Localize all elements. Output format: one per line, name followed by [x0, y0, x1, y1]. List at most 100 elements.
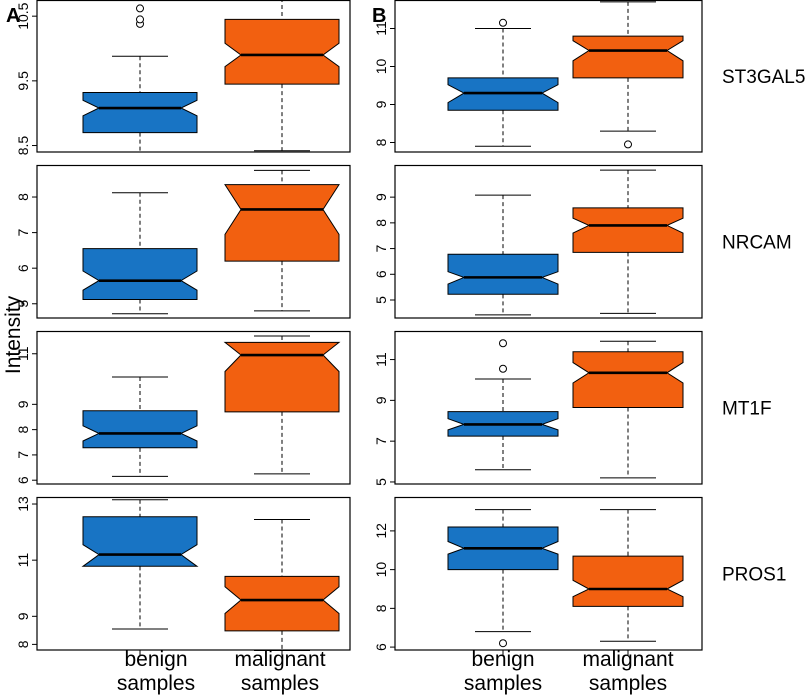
y-axis-title: Intensity: [2, 295, 25, 374]
y-tick-label: 9: [373, 193, 389, 201]
box-malignant: [224, 169, 340, 312]
y-tick-label: 7: [373, 244, 389, 252]
box-malignant: [223, 335, 341, 475]
outlier-point: [499, 339, 507, 348]
plot-frame: [394, 0, 703, 153]
box-malignant: [572, 169, 684, 314]
outlier-point: [136, 4, 144, 13]
notched-box: [224, 18, 340, 85]
y-tick-label: 8: [15, 426, 31, 434]
box-benign: [447, 194, 559, 316]
y-tick-label: 7: [373, 437, 389, 445]
notched-box: [572, 207, 684, 253]
x-label-a-malignant-line1: malignant: [234, 648, 325, 671]
y-tick-label: 9: [373, 100, 389, 108]
x-label-b-benign-line2: samples: [464, 672, 542, 695]
notched-box: [447, 253, 559, 295]
outlier-point: [499, 639, 507, 648]
y-tick-label: 11: [15, 553, 31, 568]
y-tick-label: 9: [373, 396, 389, 404]
notched-box: [82, 410, 198, 449]
outlier-point: [136, 15, 144, 24]
boxplot-panel-b-st3gal5: 8 9 10 11 ST3GAL5: [373, 0, 805, 153]
panel-label-a: A: [6, 5, 20, 27]
box-benign: [447, 509, 559, 648]
y-tick-label: 7: [15, 451, 31, 459]
box-malignant: [224, 518, 340, 652]
notched-box: [572, 35, 684, 79]
y-tick-label: 8.5: [15, 136, 31, 156]
y-tick-label: 8: [15, 193, 31, 201]
box-malignant: [572, 340, 684, 479]
y-tick-label: 5: [15, 300, 31, 308]
y-tick-label: 8: [373, 604, 389, 612]
boxplot-panel-a-mt1f: 6 7 8 9 11: [15, 330, 351, 485]
box-benign: [447, 339, 559, 471]
y-tick-label: 10.5: [15, 2, 31, 29]
box-malignant: [572, 509, 684, 642]
box-malignant: [224, 0, 340, 152]
y-tick-label: 6: [15, 476, 31, 484]
notched-box: [572, 351, 684, 408]
plot-frame: [36, 330, 351, 485]
y-tick-label: 5: [373, 296, 389, 304]
notched-box: [224, 575, 340, 632]
boxplot-panel-b-mt1f: 5 7 9 11 MT1F: [373, 330, 772, 486]
box-benign: [81, 499, 199, 630]
y-tick-label: 5: [373, 478, 389, 486]
box-benign: [447, 18, 559, 147]
outlier-point: [499, 364, 507, 373]
y-tick-label: 8: [373, 138, 389, 146]
gene-label: MT1F: [722, 399, 772, 420]
notched-box: [223, 341, 341, 413]
boxplot-panel-a-pros1: 8 9 11 13: [15, 496, 351, 656]
box-malignant: [572, 1, 684, 149]
gene-label: ST3GAL5: [722, 67, 805, 88]
y-tick-label: 9: [15, 612, 31, 620]
y-tick-label: 9: [15, 400, 31, 408]
outlier-point: [499, 18, 507, 27]
x-label-b-malignant-line1: malignant: [582, 648, 673, 671]
x-label-a-malignant-line2: samples: [241, 672, 319, 695]
y-tick-label: 10: [373, 59, 389, 75]
y-tick-label: 11: [15, 346, 31, 361]
plot-frame: [394, 496, 703, 651]
notched-box: [572, 555, 684, 607]
plot-frame: [36, 164, 351, 319]
x-label-b-benign-line1: benign: [471, 648, 534, 671]
y-tick-label: 10: [373, 562, 389, 578]
y-tick-label: 7: [15, 229, 31, 237]
box-benign: [82, 192, 198, 315]
boxplot-panel-b-pros1: 6 8 10 12 PROS1: [373, 496, 786, 656]
y-tick-label: 9.5: [15, 71, 31, 91]
gene-label: NRCAM: [722, 233, 792, 254]
plot-panels: 8.5 9.5 10.5 5 6 7 8 6 7 8 9 11 8 9 11 13 8 9 10 11 ST3GAL5 5…: [15, 0, 805, 656]
y-tick-label: 6: [15, 264, 31, 272]
notched-box: [82, 92, 198, 134]
plot-frame: [36, 496, 351, 651]
notched-box: [82, 248, 198, 300]
y-tick-label: 6: [373, 270, 389, 278]
x-label-a-benign-line1: benign: [124, 648, 187, 671]
box-benign: [82, 4, 198, 153]
boxplot-panel-b-nrcam: 5 6 7 8 9 NRCAM: [373, 164, 792, 319]
boxplot-panel-a-st3gal5: 8.5 9.5 10.5: [15, 0, 351, 156]
y-tick-label: 12: [373, 523, 389, 539]
y-tick-label: 6: [373, 643, 389, 651]
outlier-point: [624, 140, 632, 149]
y-tick-label: 8: [373, 219, 389, 227]
gene-label: PROS1: [722, 565, 786, 586]
x-label-b-malignant-line2: samples: [589, 672, 667, 695]
x-label-a-benign-line2: samples: [117, 672, 195, 695]
plot-frame: [36, 0, 351, 153]
y-tick-label: 11: [373, 21, 389, 36]
panel-label-b: B: [372, 5, 386, 27]
y-tick-label: 13: [15, 496, 31, 512]
boxplot-panel-a-nrcam: 5 6 7 8: [15, 164, 351, 319]
y-tick-label: 8: [15, 640, 31, 648]
notched-box: [81, 516, 199, 567]
notched-box: [224, 184, 340, 262]
box-benign: [82, 376, 198, 477]
plot-frame: [394, 164, 703, 319]
